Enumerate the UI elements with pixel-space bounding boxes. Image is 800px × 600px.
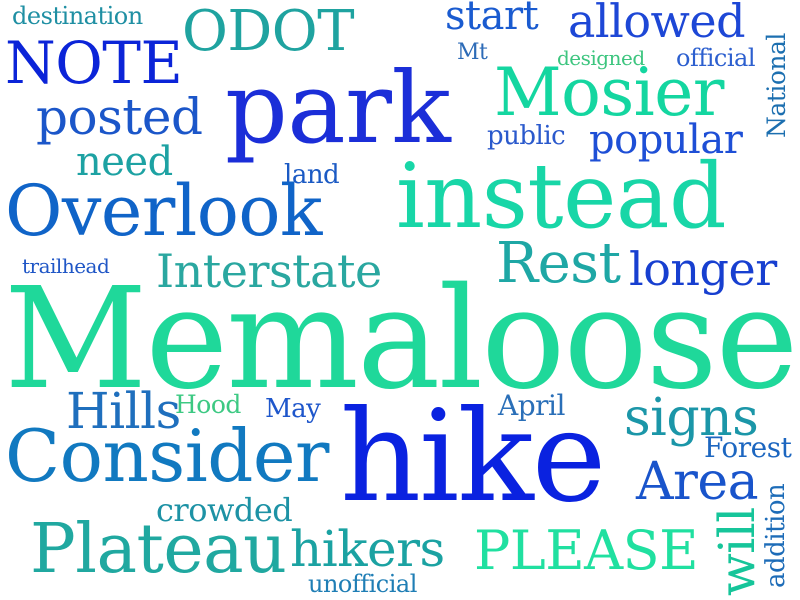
word-posted: posted [36,88,203,146]
word-public: public [487,121,566,151]
word-park: park [225,52,451,166]
word-addition: addition [761,483,791,588]
word-overlook: Overlook [5,170,322,252]
word-area: Area [636,452,759,512]
word-unofficial: unofficial [308,570,417,598]
word-mt: Mt [457,40,488,65]
word-odot: ODOT [182,0,355,64]
word-popular: popular [589,117,743,163]
word-note: NOTE [5,29,183,97]
word-destination: destination [12,2,143,30]
word-crowded: crowded [156,491,293,529]
word-april: April [498,389,565,422]
word-forest: Forest [704,431,792,464]
word-hikers: hikers [290,520,445,578]
word-instead: instead [396,144,727,249]
word-allowed: allowed [568,0,746,48]
word-signs: signs [624,388,759,448]
word-land: land [284,160,340,190]
word-may: May [265,394,321,424]
word-national: National [762,33,791,138]
word-start: start [445,0,539,39]
word-rest: Rest [496,231,621,296]
word-hike: hike [340,383,606,530]
word-need: need [76,139,173,185]
word-please: PLEASE [474,519,699,582]
word-official: official [676,44,756,72]
word-hood: Hood [175,390,241,419]
word-trailhead: trailhead [22,254,110,278]
word-interstate: Interstate [156,244,382,298]
word-hills: Hills [66,382,181,440]
word-designed: designed [557,46,645,70]
word-memaloose: Memaloose [4,258,798,421]
word-mosier: Mosier [494,54,724,131]
word-consider: Consider [5,414,329,498]
word-plateau: Plateau [30,510,287,589]
word-will: will [708,507,766,596]
word-longer: longer [629,242,777,296]
